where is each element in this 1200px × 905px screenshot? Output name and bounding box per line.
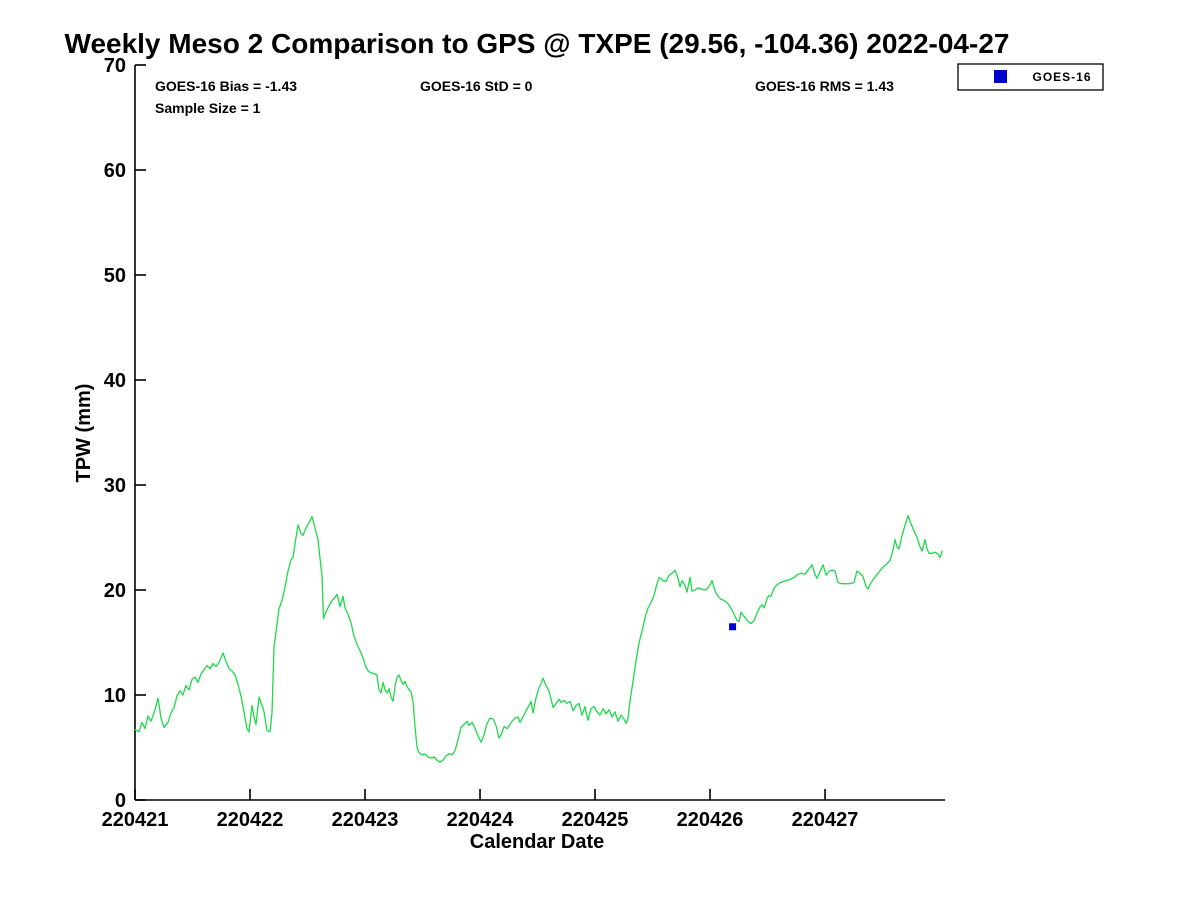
chart-title: Weekly Meso 2 Comparison to GPS @ TXPE (… xyxy=(65,28,1010,59)
x-tick-label: 220425 xyxy=(562,809,629,831)
y-tick-label: 60 xyxy=(104,160,126,182)
legend-box xyxy=(957,63,1104,91)
axes xyxy=(134,65,945,801)
y-axis-ticks: 0 10 20 30 40 50 60 70 xyxy=(104,55,146,812)
gps-tpw-line xyxy=(134,514,943,763)
y-tick-label: 10 xyxy=(104,685,126,707)
y-tick-label: 20 xyxy=(104,580,126,602)
x-axis-label: Calendar Date xyxy=(470,831,605,853)
y-tick-label: 70 xyxy=(104,55,126,77)
goes16-data-marker xyxy=(729,623,737,631)
x-tick-label: 220426 xyxy=(677,809,744,831)
x-tick-label: 220421 xyxy=(102,809,169,831)
x-tick-label: 220427 xyxy=(792,809,859,831)
y-tick-label: 50 xyxy=(104,265,126,287)
data-series xyxy=(134,514,943,763)
stat-std: GOES-16 StD = 0 xyxy=(420,78,533,94)
x-tick-label: 220423 xyxy=(332,809,399,831)
x-tick-label: 220424 xyxy=(447,809,515,831)
x-tick-label: 220422 xyxy=(217,809,284,831)
legend: GOES-16 xyxy=(957,63,1104,91)
legend-goes16-label: GOES-16 xyxy=(1032,70,1091,84)
x-axis-ticks: 220421 220422 220423 220424 220425 220426 2204… xyxy=(102,789,859,831)
y-tick-label: 30 xyxy=(104,475,126,497)
stat-sample-size: Sample Size = 1 xyxy=(155,100,261,116)
y-tick-label: 40 xyxy=(104,370,126,392)
stat-bias: GOES-16 Bias = -1.43 xyxy=(155,78,297,94)
legend-goes16-square-icon xyxy=(994,70,1007,83)
y-axis-label: TPW (mm) xyxy=(73,384,95,483)
stat-rms: GOES-16 RMS = 1.43 xyxy=(755,78,894,94)
y-tick-label: 0 xyxy=(115,790,126,812)
